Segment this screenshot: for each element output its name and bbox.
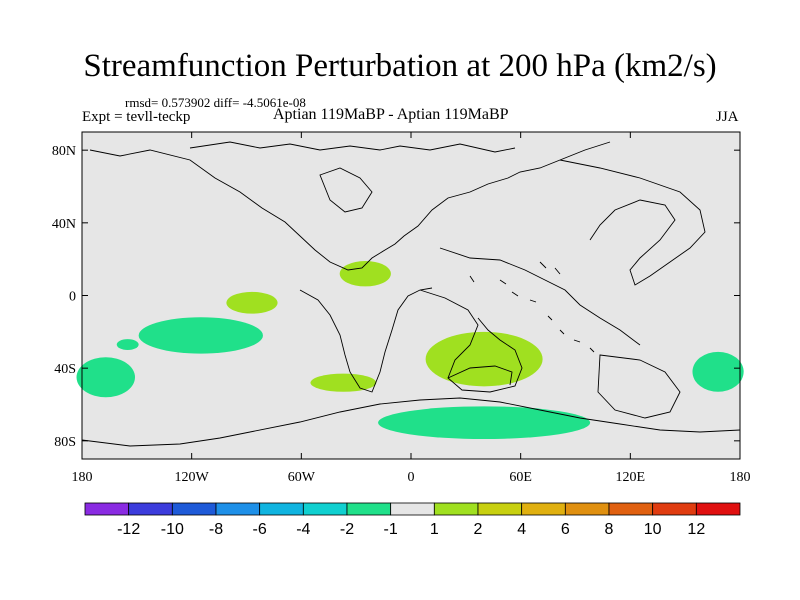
colorbar-swatch — [346, 502, 392, 516]
lat-label: 40N — [52, 217, 76, 232]
colorbar-swatch — [171, 502, 217, 516]
colorbar-swatch — [652, 502, 697, 516]
pos-anomaly-indian-ocean — [425, 331, 543, 387]
lon-label: 120E — [616, 470, 646, 485]
colorbar-swatch — [259, 502, 304, 516]
coastline-india — [447, 365, 513, 386]
colorbar-swatch — [390, 502, 435, 516]
colorbar-labels: -12 -10 -8 -6 -4 -2 -1 1 2 4 6 8 10 12 — [117, 521, 705, 538]
coastline-africa — [419, 289, 523, 393]
experiment-names: Aptian 119MaBP - Aptian 119MaBP — [273, 106, 509, 123]
lon-label: 180 — [72, 470, 93, 485]
colorbar-label: 10 — [644, 521, 662, 538]
colorbar-swatch — [128, 502, 173, 516]
coastline-arctic-north — [189, 141, 516, 153]
colorbar-label: 1 — [430, 521, 439, 538]
colorbar-swatch — [521, 502, 566, 516]
coastline-islands — [469, 261, 595, 353]
map-background — [82, 132, 740, 459]
colorbar-swatch — [477, 502, 523, 516]
coastline-australia — [597, 354, 681, 419]
colorbar-label: -1 — [384, 521, 398, 538]
colorbar-label: 2 — [474, 521, 483, 538]
colorbar-label: 8 — [605, 521, 614, 538]
colorbar — [84, 502, 741, 516]
pos-anomaly-west-africa — [339, 260, 391, 287]
coastline-south-america — [299, 287, 433, 393]
colorbar-label: -12 — [117, 521, 140, 538]
coastline-north-america — [89, 141, 611, 271]
latitude-labels: 80N 40N 0 40S 80S — [52, 144, 76, 450]
neg-anomaly-antarctic — [378, 406, 591, 440]
neg-anomaly-east-pacific — [692, 351, 744, 392]
pos-anomaly-tropical-pacific — [226, 291, 278, 314]
lat-label: 80S — [54, 435, 76, 450]
lon-label: 0 — [408, 470, 415, 485]
lat-label: 80N — [52, 144, 76, 159]
colorbar-label: 12 — [687, 521, 705, 538]
lon-label: 120W — [175, 470, 210, 485]
season-label: JJA — [716, 109, 739, 125]
coastline-greenland — [319, 167, 373, 213]
colorbar-swatch — [433, 502, 479, 516]
colorbar-label: -8 — [209, 521, 223, 538]
plot-title: Streamfunction Perturbation at 200 hPa (… — [83, 48, 717, 84]
rmsd-stats: rmsd= 0.573902 diff= -4.5061e-08 — [125, 95, 306, 110]
colorbar-swatch — [84, 502, 130, 516]
coastline-tethys — [439, 247, 641, 346]
neg-anomaly-pacific-small — [116, 339, 139, 350]
longitude-labels: 180 120W 60W 0 60E 120E 180 — [72, 470, 751, 485]
lat-label: 40S — [54, 362, 76, 377]
lon-label: 60E — [509, 470, 532, 485]
colorbar-label: 4 — [517, 521, 526, 538]
colorbar-swatch — [302, 502, 348, 516]
colorbar-label: 6 — [561, 521, 570, 538]
pos-anomaly-south-atlantic — [310, 373, 377, 392]
colorbar-label: -4 — [296, 521, 310, 538]
lon-label: 60W — [288, 470, 316, 485]
neg-anomaly-dateline — [76, 357, 136, 398]
colorbar-label: -6 — [253, 521, 267, 538]
colorbar-swatch — [695, 502, 741, 516]
colorbar-swatch — [564, 502, 610, 516]
lon-label: 180 — [730, 470, 751, 485]
colorbar-label: -10 — [161, 521, 184, 538]
paleo-coastlines — [81, 141, 741, 447]
colorbar-swatch — [608, 502, 654, 516]
coastline-antarctic-west — [81, 431, 251, 447]
experiment-id: Expt = tevll-teckp — [82, 109, 191, 125]
colorbar-label: -2 — [340, 521, 354, 538]
coastline-europe-asia — [559, 159, 706, 286]
coastline-antarctica — [249, 397, 741, 433]
map-frame — [81, 131, 741, 460]
neg-anomaly-pacific-south — [138, 317, 263, 354]
colorbar-swatch — [215, 502, 261, 516]
lat-label: 0 — [69, 290, 76, 305]
